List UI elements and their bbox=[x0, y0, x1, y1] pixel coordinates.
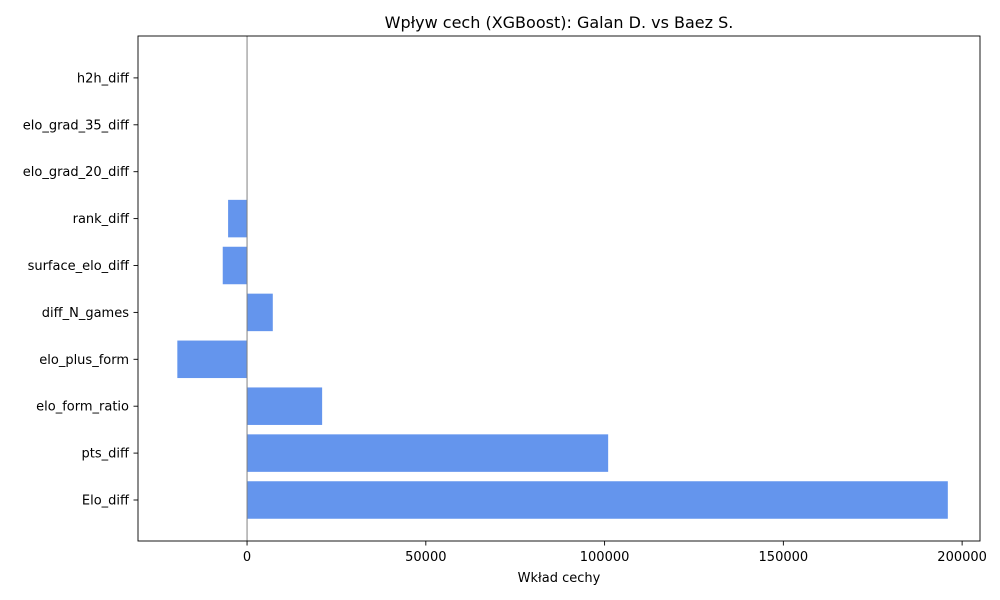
y-tick-label: surface_elo_diff bbox=[28, 259, 130, 274]
y-tick-label: pts_diff bbox=[82, 447, 130, 462]
x-axis-label: Wkład cechy bbox=[518, 571, 601, 586]
bar bbox=[247, 387, 323, 425]
x-tick-label: 0 bbox=[243, 550, 251, 565]
bars-layer bbox=[177, 199, 948, 519]
y-tick-label: Elo_diff bbox=[82, 494, 130, 509]
bar bbox=[177, 340, 248, 379]
chart-title: Wpływ cech (XGBoost): Galan D. vs Baez S… bbox=[385, 13, 734, 32]
bar bbox=[247, 293, 273, 332]
bar bbox=[222, 246, 248, 285]
plot-frame bbox=[137, 35, 981, 542]
x-tick-label: 150000 bbox=[759, 550, 809, 565]
y-tick-label: diff_N_games bbox=[42, 306, 129, 321]
y-tick-label: h2h_diff bbox=[77, 71, 130, 86]
x-tick-label: 100000 bbox=[580, 550, 630, 565]
x-tick-label: 50000 bbox=[405, 550, 446, 565]
y-tick-label: rank_diff bbox=[73, 212, 130, 227]
x-tick-label: 200000 bbox=[937, 550, 987, 565]
bar bbox=[247, 434, 609, 472]
bar bbox=[247, 481, 948, 519]
y-tick-label: elo_form_ratio bbox=[36, 400, 129, 415]
y-tick-label: elo_plus_form bbox=[39, 353, 129, 368]
bar bbox=[228, 199, 248, 238]
y-tick-label: elo_grad_20_diff bbox=[23, 165, 130, 180]
axes-layer: Elo_diff pts_diff elo_form_ratio elo_plus_f… bbox=[23, 35, 987, 565]
y-tick-label: elo_grad_35_diff bbox=[23, 118, 130, 133]
